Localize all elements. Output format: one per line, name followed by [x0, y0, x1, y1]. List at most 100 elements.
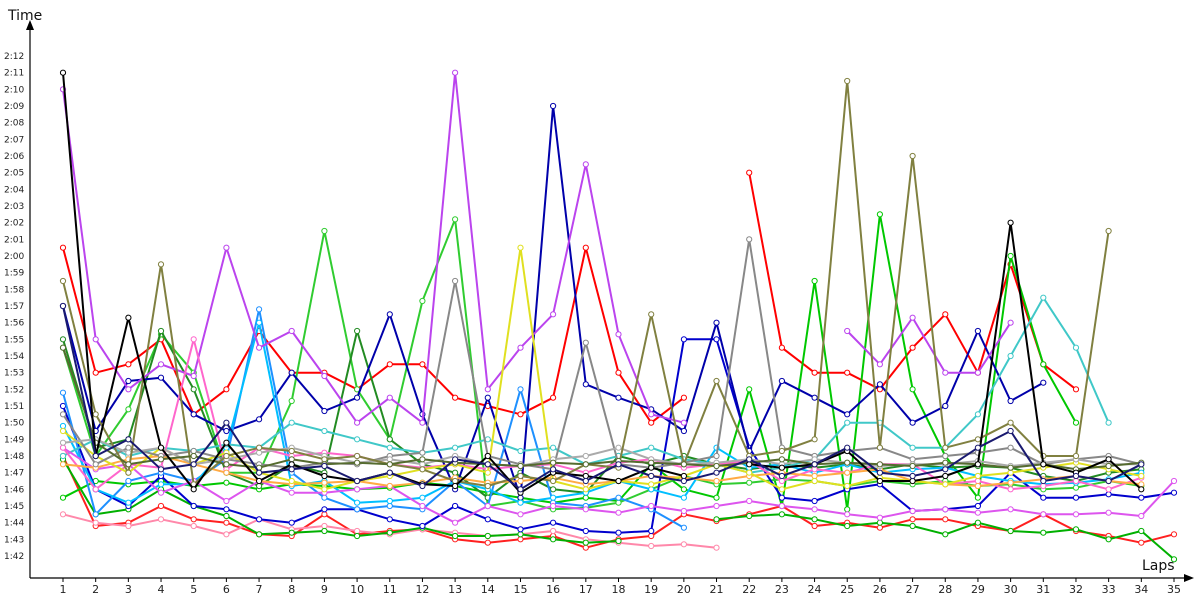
data-point [550, 527, 557, 535]
data-point [550, 519, 557, 526]
data-point [1170, 477, 1178, 485]
data-point [484, 482, 491, 490]
data-point [974, 472, 982, 480]
data-point [746, 461, 753, 468]
data-point [778, 486, 786, 493]
data-point [746, 456, 753, 463]
x-axis-title: Laps [1142, 558, 1175, 574]
data-point [811, 369, 818, 376]
data-point [1040, 511, 1047, 518]
data-point [517, 494, 524, 501]
data-point [354, 477, 361, 485]
data-point [1040, 477, 1047, 485]
data-point [778, 447, 786, 455]
data-point [288, 447, 295, 455]
data-point [354, 506, 361, 513]
data-point [582, 161, 589, 168]
data-point [288, 489, 295, 496]
data-point [452, 277, 459, 285]
data-point [517, 486, 524, 493]
data-point [517, 344, 524, 351]
series-13 [59, 69, 1014, 426]
data-point [517, 411, 524, 418]
data-point [157, 502, 165, 510]
data-point [713, 319, 720, 326]
data-point [517, 511, 524, 518]
data-point [92, 411, 99, 418]
data-point [648, 311, 655, 318]
data-point [615, 477, 622, 485]
x-tick-label: 34 [1134, 583, 1148, 596]
data-point [157, 374, 165, 381]
data-point [942, 481, 949, 488]
data-point [1072, 477, 1080, 485]
data-point [59, 244, 67, 251]
data-point [909, 477, 916, 485]
x-tick-label: 19 [644, 583, 658, 596]
data-point [778, 502, 786, 510]
y-tick-label: 2:02 [4, 219, 24, 229]
data-point [125, 449, 132, 456]
data-point [844, 327, 851, 335]
data-point [811, 466, 818, 473]
data-point [223, 497, 230, 505]
x-tick-label: 23 [775, 583, 789, 596]
data-point [648, 532, 655, 540]
data-point [1105, 491, 1112, 498]
x-tick-label: 13 [448, 583, 462, 596]
data-point [550, 486, 557, 493]
data-point [223, 506, 230, 513]
data-point [484, 539, 491, 546]
x-tick-label: 4 [158, 583, 165, 596]
data-point [974, 477, 982, 485]
data-point [386, 516, 393, 523]
data-point [125, 499, 132, 506]
data-point [321, 494, 328, 501]
x-tick-label: 16 [546, 583, 560, 596]
y-tick-label: 2:06 [4, 152, 24, 162]
series-21 [59, 344, 1145, 473]
data-point [125, 436, 132, 443]
data-point [386, 497, 393, 505]
data-point [256, 319, 263, 326]
x-tick-label: 2 [92, 583, 99, 596]
data-point [942, 369, 949, 376]
data-point [517, 447, 524, 455]
data-point [615, 331, 622, 338]
series-line [62, 213, 1077, 511]
data-point [648, 444, 655, 451]
data-point [125, 406, 132, 413]
data-point [223, 452, 230, 460]
data-point [778, 464, 786, 471]
data-point [517, 531, 524, 538]
data-point [648, 459, 655, 466]
data-point [59, 422, 67, 430]
data-point [517, 472, 524, 480]
data-point [582, 477, 589, 485]
data-point [157, 466, 165, 473]
data-point [354, 527, 361, 535]
data-point [974, 519, 982, 526]
data-point [876, 477, 884, 485]
data-point [615, 394, 622, 401]
data-point [844, 522, 851, 530]
series-line [62, 347, 1142, 471]
data-point [876, 524, 884, 531]
data-point [452, 477, 459, 485]
x-tick-label: 28 [938, 583, 952, 596]
data-point [713, 336, 720, 343]
data-point [844, 444, 851, 451]
data-point [582, 244, 589, 251]
data-point [615, 537, 622, 545]
data-point [419, 482, 426, 490]
data-point [811, 277, 818, 285]
x-tick-label: 14 [481, 583, 495, 596]
data-point [1105, 419, 1112, 426]
data-point [190, 336, 197, 343]
series-9 [59, 102, 1047, 501]
data-point [452, 216, 459, 223]
data-point [713, 477, 720, 485]
data-point [190, 516, 197, 523]
data-point [125, 377, 132, 385]
